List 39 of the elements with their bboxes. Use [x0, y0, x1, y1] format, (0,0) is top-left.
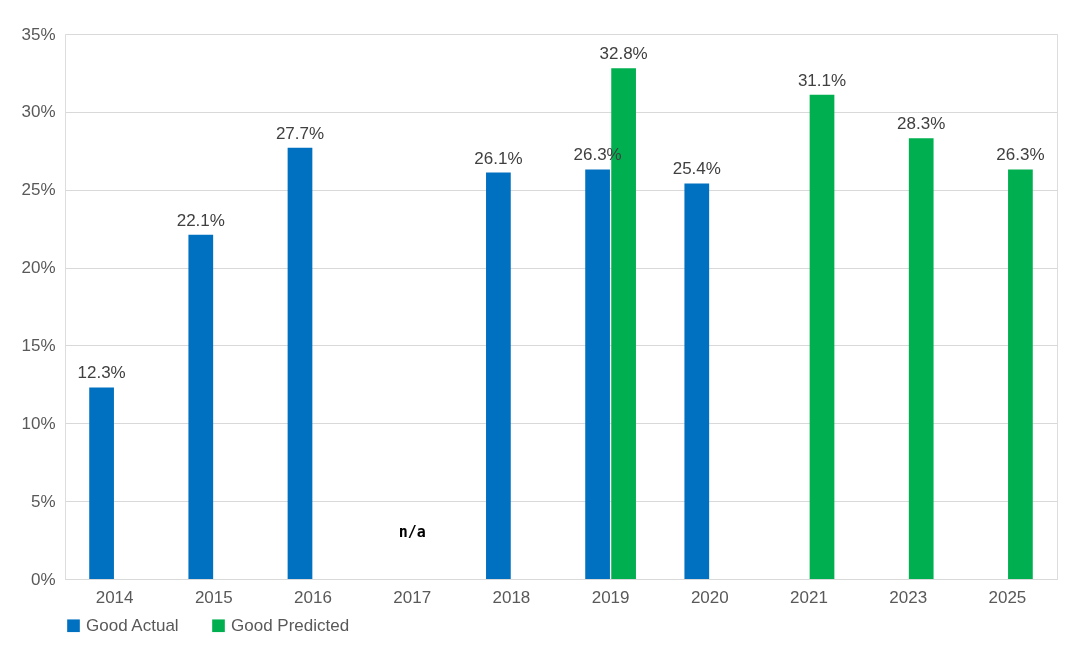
legend-label: Good Actual — [86, 615, 179, 635]
x-tick-label: 2016 — [294, 587, 332, 607]
annotation: n/a — [398, 523, 426, 542]
legend-label: Good Predicted — [231, 615, 350, 635]
data-label: 22.1% — [176, 210, 225, 230]
y-tick-label: 5% — [30, 491, 56, 511]
bar — [809, 94, 835, 579]
x-tick-label: 2017 — [393, 587, 432, 607]
data-label: 25.4% — [672, 159, 721, 179]
data-label: 28.3% — [897, 114, 946, 134]
x-tick-label: 2023 — [889, 587, 928, 607]
data-label: 26.3% — [996, 145, 1045, 165]
y-tick-label: 15% — [21, 335, 56, 355]
bar — [585, 169, 610, 579]
bar — [486, 172, 511, 579]
x-tick-label: 2025 — [988, 587, 1027, 607]
data-label: 31.1% — [797, 70, 847, 90]
bar — [188, 234, 214, 579]
bar — [1008, 169, 1033, 579]
data-label: 32.8% — [599, 44, 648, 64]
y-tick-label: 20% — [21, 258, 56, 278]
x-tick-label: 2021 — [790, 587, 828, 607]
y-tick-label: 30% — [21, 102, 56, 122]
y-tick-label: 0% — [30, 569, 56, 589]
bar — [287, 147, 313, 579]
data-label: 26.1% — [474, 148, 523, 168]
x-tick-label: 2015 — [194, 587, 233, 607]
x-tick-label: 2020 — [690, 587, 729, 607]
y-tick-label: 35% — [21, 24, 56, 44]
y-tick-label: 10% — [21, 413, 56, 433]
y-tick-label: 25% — [21, 180, 56, 200]
bar — [89, 387, 114, 579]
x-tick-label: 2014 — [95, 587, 134, 607]
bar — [908, 138, 934, 579]
bar — [684, 183, 710, 579]
x-tick-label: 2018 — [492, 587, 531, 607]
data-label: 27.7% — [275, 123, 325, 143]
data-label: 12.3% — [77, 363, 126, 383]
x-tick-label: 2019 — [591, 587, 630, 607]
